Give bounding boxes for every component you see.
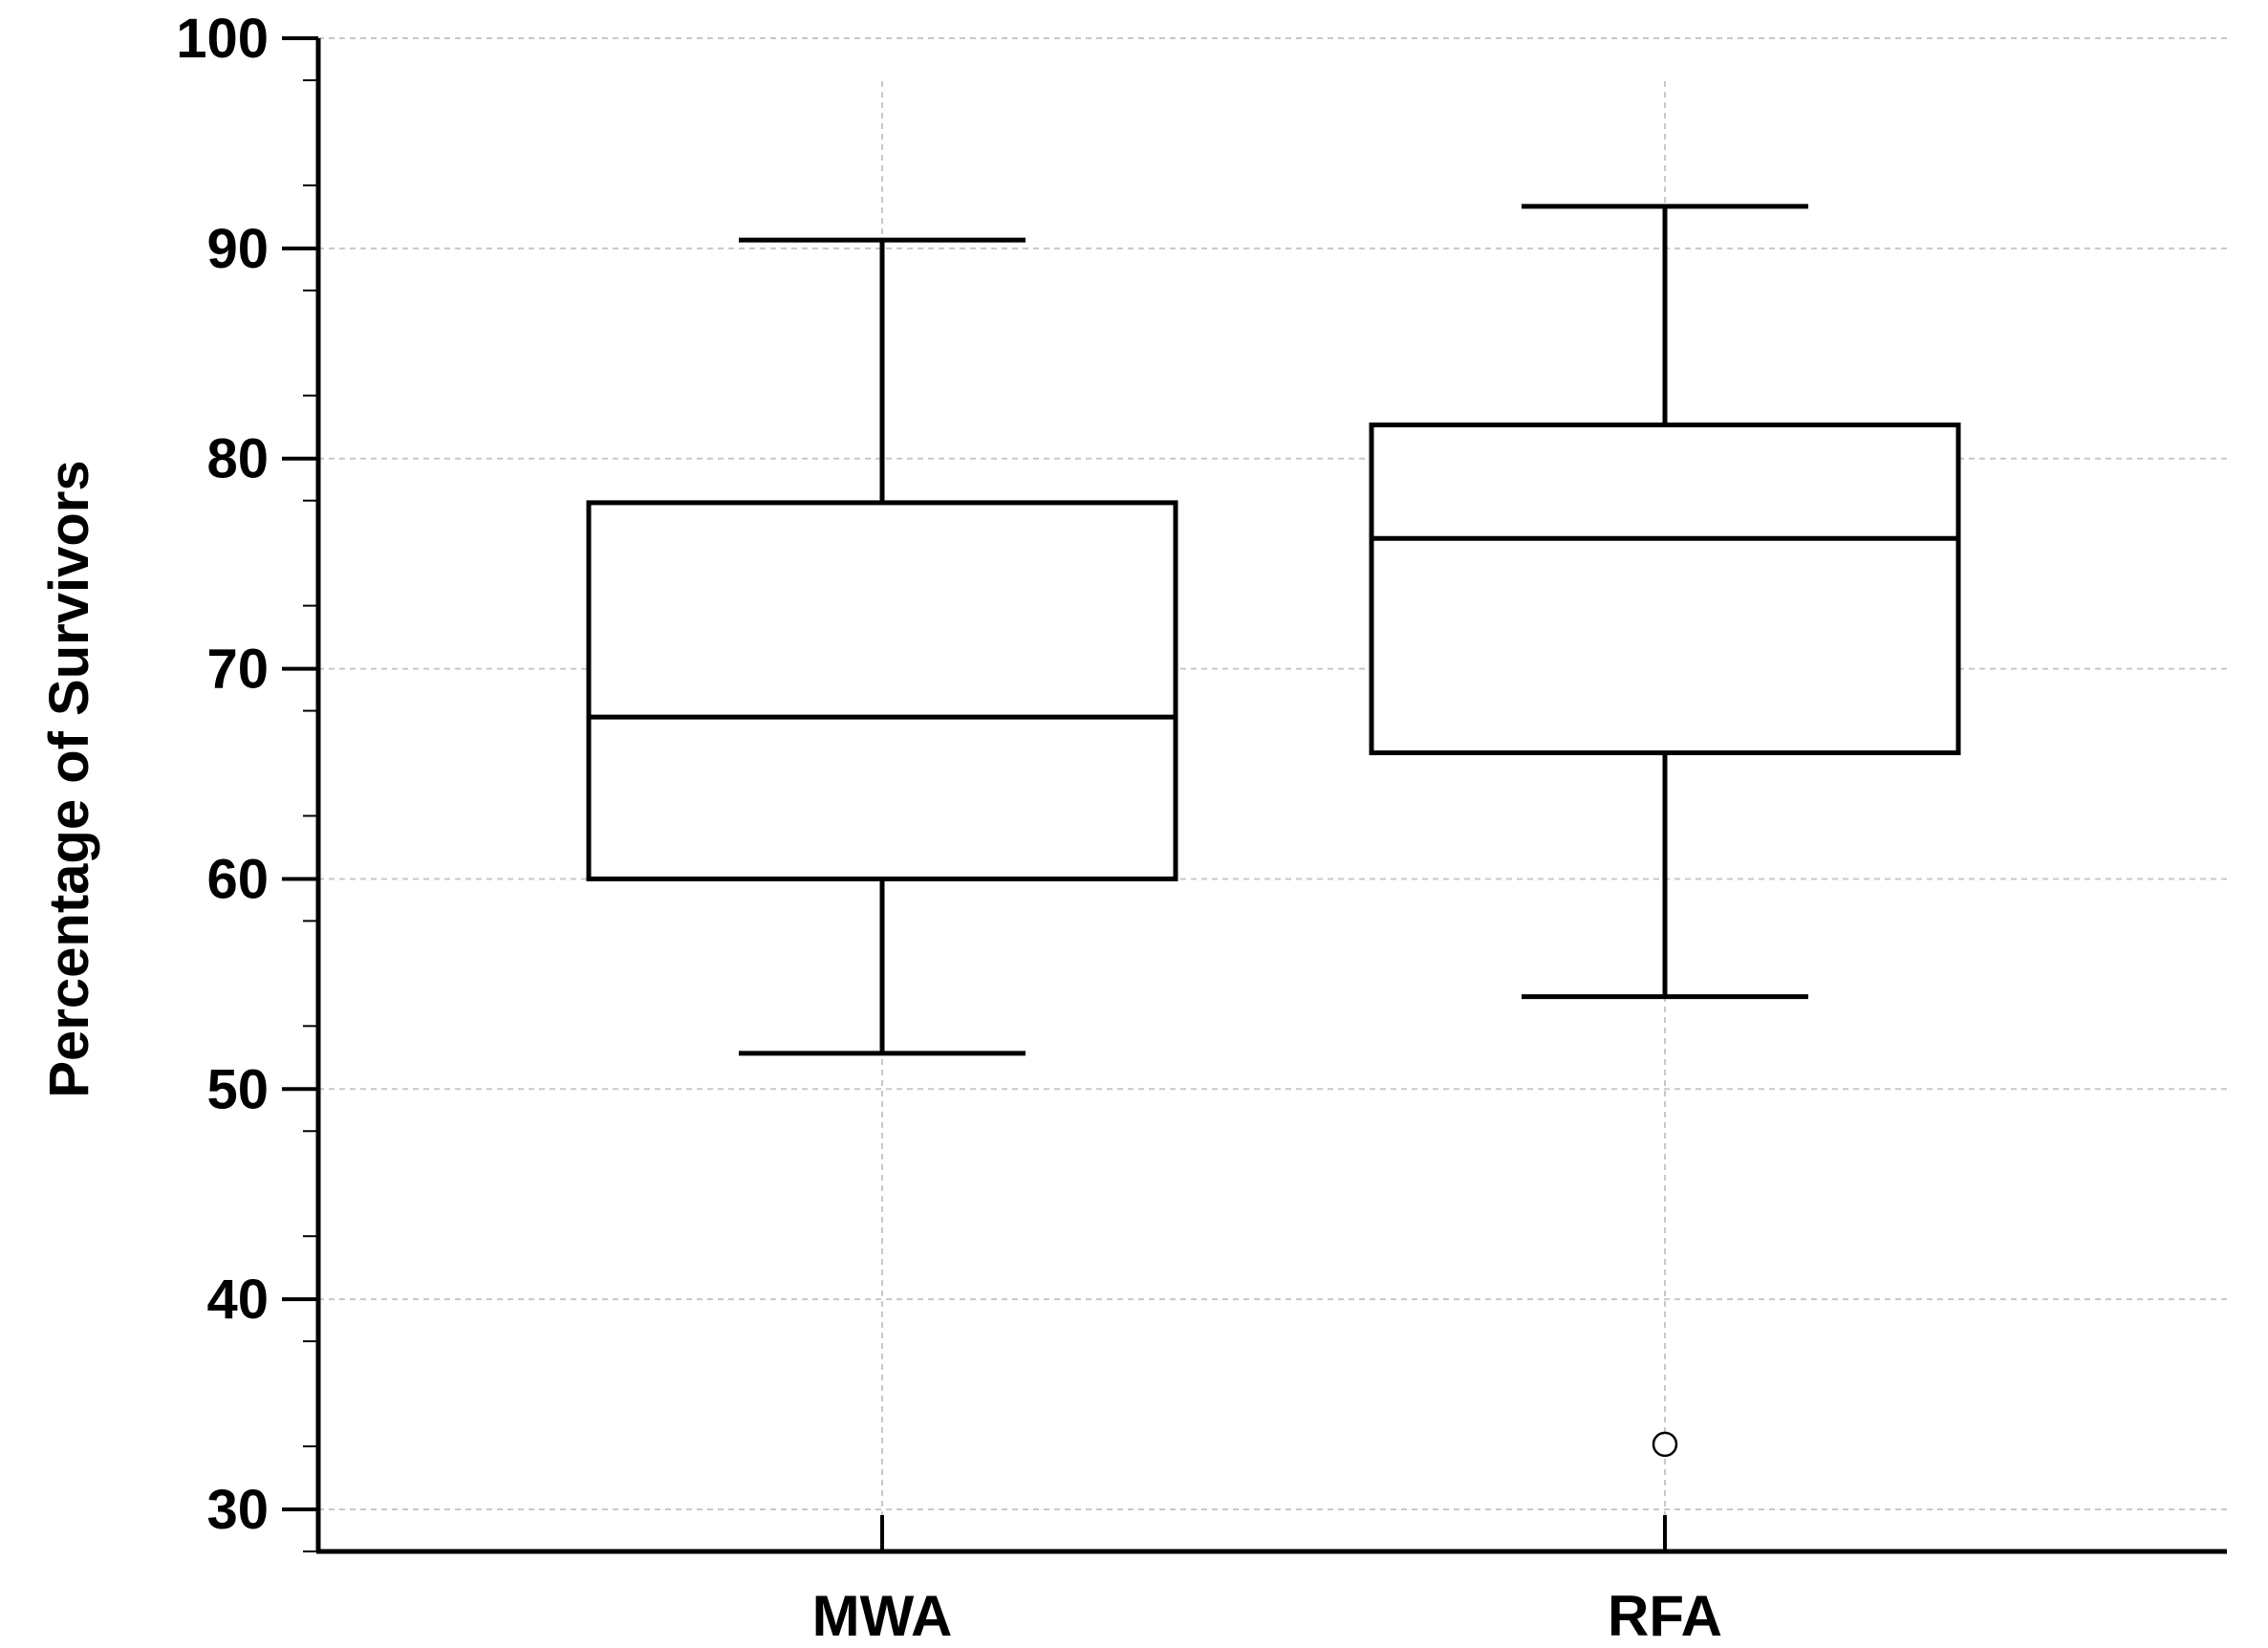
y-tick-label: 100: [176, 8, 269, 70]
box-rfa: [1369, 204, 1961, 1458]
y-tick-label: 70: [206, 639, 269, 701]
y-axis-label: Percentage of Survivors: [38, 460, 100, 1097]
y-tick-label: 30: [206, 1479, 269, 1541]
y-tick-label: 50: [206, 1058, 269, 1120]
y-tick-label: 40: [206, 1269, 269, 1331]
iqr-box: [1369, 423, 1961, 756]
y-tick-label: 90: [206, 218, 269, 280]
box-mwa: [586, 237, 1178, 1056]
axes: [282, 36, 2227, 1554]
boxes: [586, 204, 1961, 1458]
x-tick-label: MWA: [812, 1584, 953, 1643]
outlier-point: [1652, 1431, 1678, 1458]
x-tick-label: RFA: [1608, 1584, 1722, 1643]
tick-labels: 30 40 50 60 70 80 90 100 MWA RFA: [176, 8, 1722, 1648]
y-tick-label: 80: [206, 428, 269, 490]
iqr-box: [586, 500, 1178, 881]
y-tick-label: 60: [206, 848, 269, 910]
